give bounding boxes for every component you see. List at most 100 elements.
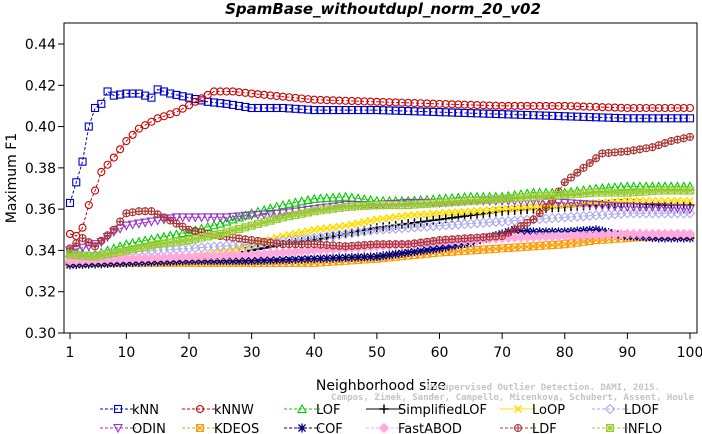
- data-point: [592, 154, 601, 163]
- data-point: [247, 89, 256, 98]
- data-point: [303, 254, 313, 264]
- data-point: [409, 247, 419, 257]
- credit-line-authors: Campos, Zimek, Sander, Campello, Micenko…: [331, 392, 695, 403]
- data-point: [303, 226, 313, 236]
- data-point: [191, 97, 200, 106]
- data-point: [116, 145, 125, 154]
- data-point: [404, 98, 413, 107]
- data-point: [172, 90, 181, 99]
- data-point: [291, 229, 300, 238]
- data-point: [78, 234, 87, 243]
- data-point: [77, 243, 88, 253]
- data-point: [610, 103, 619, 112]
- data-point: [240, 256, 250, 266]
- data-point: [391, 249, 401, 259]
- data-point: [134, 89, 143, 98]
- data-point: [597, 201, 608, 211]
- legend-label: ODIN: [132, 422, 166, 434]
- data-point: [360, 217, 369, 226]
- plot-frame: [63, 22, 698, 334]
- data-point: [473, 206, 482, 215]
- data-point: [635, 114, 644, 123]
- data-point: [347, 106, 356, 115]
- data-point: [441, 100, 450, 109]
- data-point: [560, 178, 569, 187]
- data-point: [566, 173, 576, 182]
- data-point: [642, 103, 651, 113]
- data-point: [228, 256, 238, 266]
- x-tick-label: 80: [556, 345, 574, 361]
- data-point: [617, 114, 626, 123]
- data-point: [366, 252, 376, 262]
- data-point: [529, 215, 538, 224]
- data-point: [429, 99, 438, 108]
- data-point: [247, 221, 256, 230]
- series-line: [69, 88, 690, 204]
- data-point: [429, 107, 438, 116]
- data-point: [103, 231, 112, 240]
- y-tick-label: 0.32: [25, 285, 56, 301]
- data-point: [541, 101, 551, 110]
- data-point: [673, 103, 682, 113]
- data-point: [416, 107, 425, 116]
- legend-label: FastABOD: [398, 422, 462, 434]
- x-tick-label: 10: [117, 345, 135, 361]
- data-point: [253, 90, 262, 99]
- data-point: [184, 213, 194, 223]
- data-point: [504, 101, 513, 110]
- data-point: [523, 110, 532, 120]
- data-point: [491, 205, 500, 214]
- data-point: [159, 239, 168, 248]
- data-point: [216, 229, 225, 238]
- legend-label: LOF: [316, 403, 341, 418]
- data-point: [247, 256, 257, 266]
- data-point: [335, 96, 344, 105]
- data-point: [684, 228, 696, 240]
- data-point: [435, 108, 444, 117]
- data-point: [479, 109, 488, 118]
- data-point: [272, 103, 281, 113]
- data-point: [133, 219, 144, 229]
- data-point: [603, 201, 614, 212]
- data-point: [335, 203, 344, 212]
- data-point: [422, 210, 432, 219]
- legend-marker: [604, 403, 616, 415]
- data-point: [391, 106, 400, 115]
- data-point: [184, 93, 194, 102]
- data-point: [196, 213, 207, 223]
- y-tick-label: 0.38: [25, 161, 56, 177]
- data-point: [147, 93, 156, 102]
- data-point: [328, 223, 338, 232]
- data-point: [271, 209, 282, 219]
- data-point: [416, 99, 425, 108]
- data-point: [334, 192, 345, 202]
- data-point: [622, 203, 633, 213]
- data-point: [240, 211, 251, 222]
- x-tick-label: 60: [431, 345, 449, 361]
- data-point: [227, 214, 238, 224]
- data-point: [147, 241, 156, 250]
- data-point: [97, 236, 106, 245]
- data-point: [235, 88, 244, 97]
- data-point: [422, 216, 432, 226]
- data-point: [685, 186, 695, 195]
- data-point: [121, 221, 132, 231]
- data-point: [410, 107, 419, 116]
- data-point: [247, 103, 256, 113]
- data-point: [522, 226, 532, 236]
- data-point: [228, 226, 237, 235]
- y-axis: 0.30 0.32 0.34 0.36 0.38 0.40 0.42 0.44: [25, 37, 65, 342]
- data-point: [679, 196, 688, 205]
- data-point: [171, 213, 182, 223]
- data-point: [190, 213, 201, 223]
- data-point: [673, 196, 682, 205]
- data-point: [566, 199, 576, 209]
- legend-label: COF: [316, 422, 343, 434]
- data-point: [560, 101, 569, 110]
- data-point: [127, 220, 138, 230]
- data-point: [177, 213, 188, 223]
- legend-entry-loop: LoOP: [500, 403, 565, 418]
- data-point: [516, 225, 526, 235]
- data-point: [252, 210, 263, 221]
- data-point: [641, 203, 652, 213]
